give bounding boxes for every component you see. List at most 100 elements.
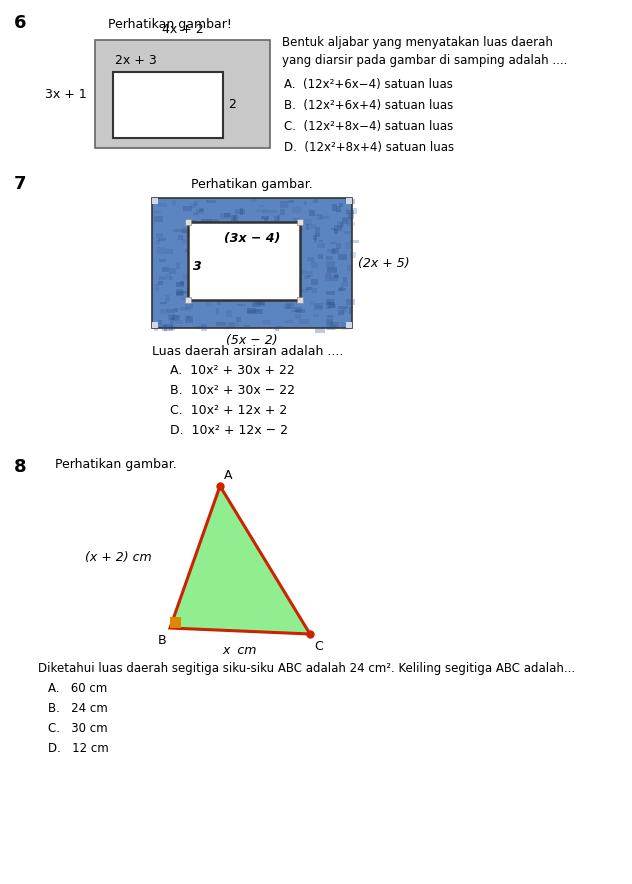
Bar (244, 325, 250, 329)
Bar (275, 280, 279, 285)
Bar (169, 326, 174, 330)
Bar (237, 256, 241, 263)
Bar (176, 291, 185, 295)
Bar (166, 295, 170, 302)
Bar (152, 322, 158, 328)
Bar (157, 232, 163, 238)
Bar (282, 224, 290, 226)
Bar (339, 203, 343, 208)
Bar (349, 307, 353, 314)
Bar (268, 210, 277, 213)
Bar (210, 219, 219, 225)
Bar (231, 215, 238, 221)
Bar (339, 287, 343, 291)
Bar (216, 264, 219, 267)
Bar (326, 319, 334, 324)
Bar (303, 202, 307, 205)
Bar (277, 215, 281, 222)
Bar (270, 232, 277, 237)
Bar (236, 227, 240, 231)
Bar (300, 319, 309, 324)
Bar (180, 307, 190, 311)
Bar (173, 316, 179, 322)
Bar (330, 242, 336, 244)
Bar (260, 300, 264, 305)
Bar (310, 301, 314, 305)
Bar (342, 217, 348, 225)
Bar (346, 322, 352, 328)
Bar (200, 208, 204, 210)
Bar (307, 257, 313, 261)
Bar (226, 280, 233, 285)
Bar (160, 302, 167, 304)
Bar (183, 239, 187, 244)
Bar (244, 225, 250, 229)
Bar (256, 275, 262, 278)
Bar (311, 278, 317, 285)
Bar (187, 226, 191, 232)
Bar (332, 204, 337, 210)
Bar (197, 326, 206, 329)
Bar (296, 234, 300, 240)
Bar (185, 220, 189, 225)
Bar (185, 297, 191, 303)
Bar (334, 225, 342, 231)
Bar (318, 254, 322, 259)
Bar (286, 303, 294, 309)
Bar (315, 306, 322, 309)
Bar (296, 309, 305, 313)
Bar (185, 304, 193, 309)
Bar (264, 320, 271, 324)
Text: 2x + 3: 2x + 3 (115, 54, 157, 67)
Bar (250, 200, 257, 202)
Bar (338, 309, 344, 316)
Bar (197, 257, 201, 260)
Bar (313, 234, 317, 240)
Bar (260, 301, 265, 306)
Bar (309, 224, 315, 229)
Bar (186, 234, 190, 237)
Bar (200, 286, 209, 288)
Bar (336, 243, 341, 248)
Bar (343, 277, 348, 282)
Bar (235, 210, 245, 214)
Bar (207, 270, 214, 276)
Bar (246, 285, 251, 288)
Text: Perhatikan gambar!: Perhatikan gambar! (108, 18, 232, 31)
Bar (272, 285, 276, 291)
Bar (188, 283, 192, 286)
Bar (216, 322, 226, 326)
Bar (237, 243, 243, 250)
Text: 2: 2 (228, 98, 236, 111)
Bar (315, 232, 320, 237)
Bar (262, 288, 269, 291)
Bar (262, 291, 269, 294)
Bar (227, 322, 235, 326)
Bar (236, 317, 241, 322)
Bar (193, 236, 202, 238)
Bar (331, 248, 334, 255)
Bar (281, 266, 289, 269)
Bar (156, 324, 165, 327)
Text: B.   24 cm: B. 24 cm (48, 702, 107, 715)
Bar (296, 263, 300, 265)
Bar (264, 272, 269, 278)
Bar (280, 249, 284, 256)
Bar (327, 267, 336, 273)
Bar (345, 199, 355, 204)
Bar (350, 240, 359, 243)
Bar (291, 309, 300, 312)
Text: A.   60 cm: A. 60 cm (48, 682, 107, 695)
Bar (168, 315, 175, 320)
Polygon shape (170, 486, 310, 634)
Bar (172, 201, 176, 206)
Bar (223, 326, 231, 330)
Bar (330, 323, 339, 328)
Bar (317, 243, 325, 248)
Bar (313, 315, 319, 317)
Bar (300, 288, 308, 293)
Bar (325, 262, 335, 267)
Bar (314, 303, 323, 310)
Bar (346, 222, 355, 226)
Text: 6: 6 (14, 14, 27, 32)
